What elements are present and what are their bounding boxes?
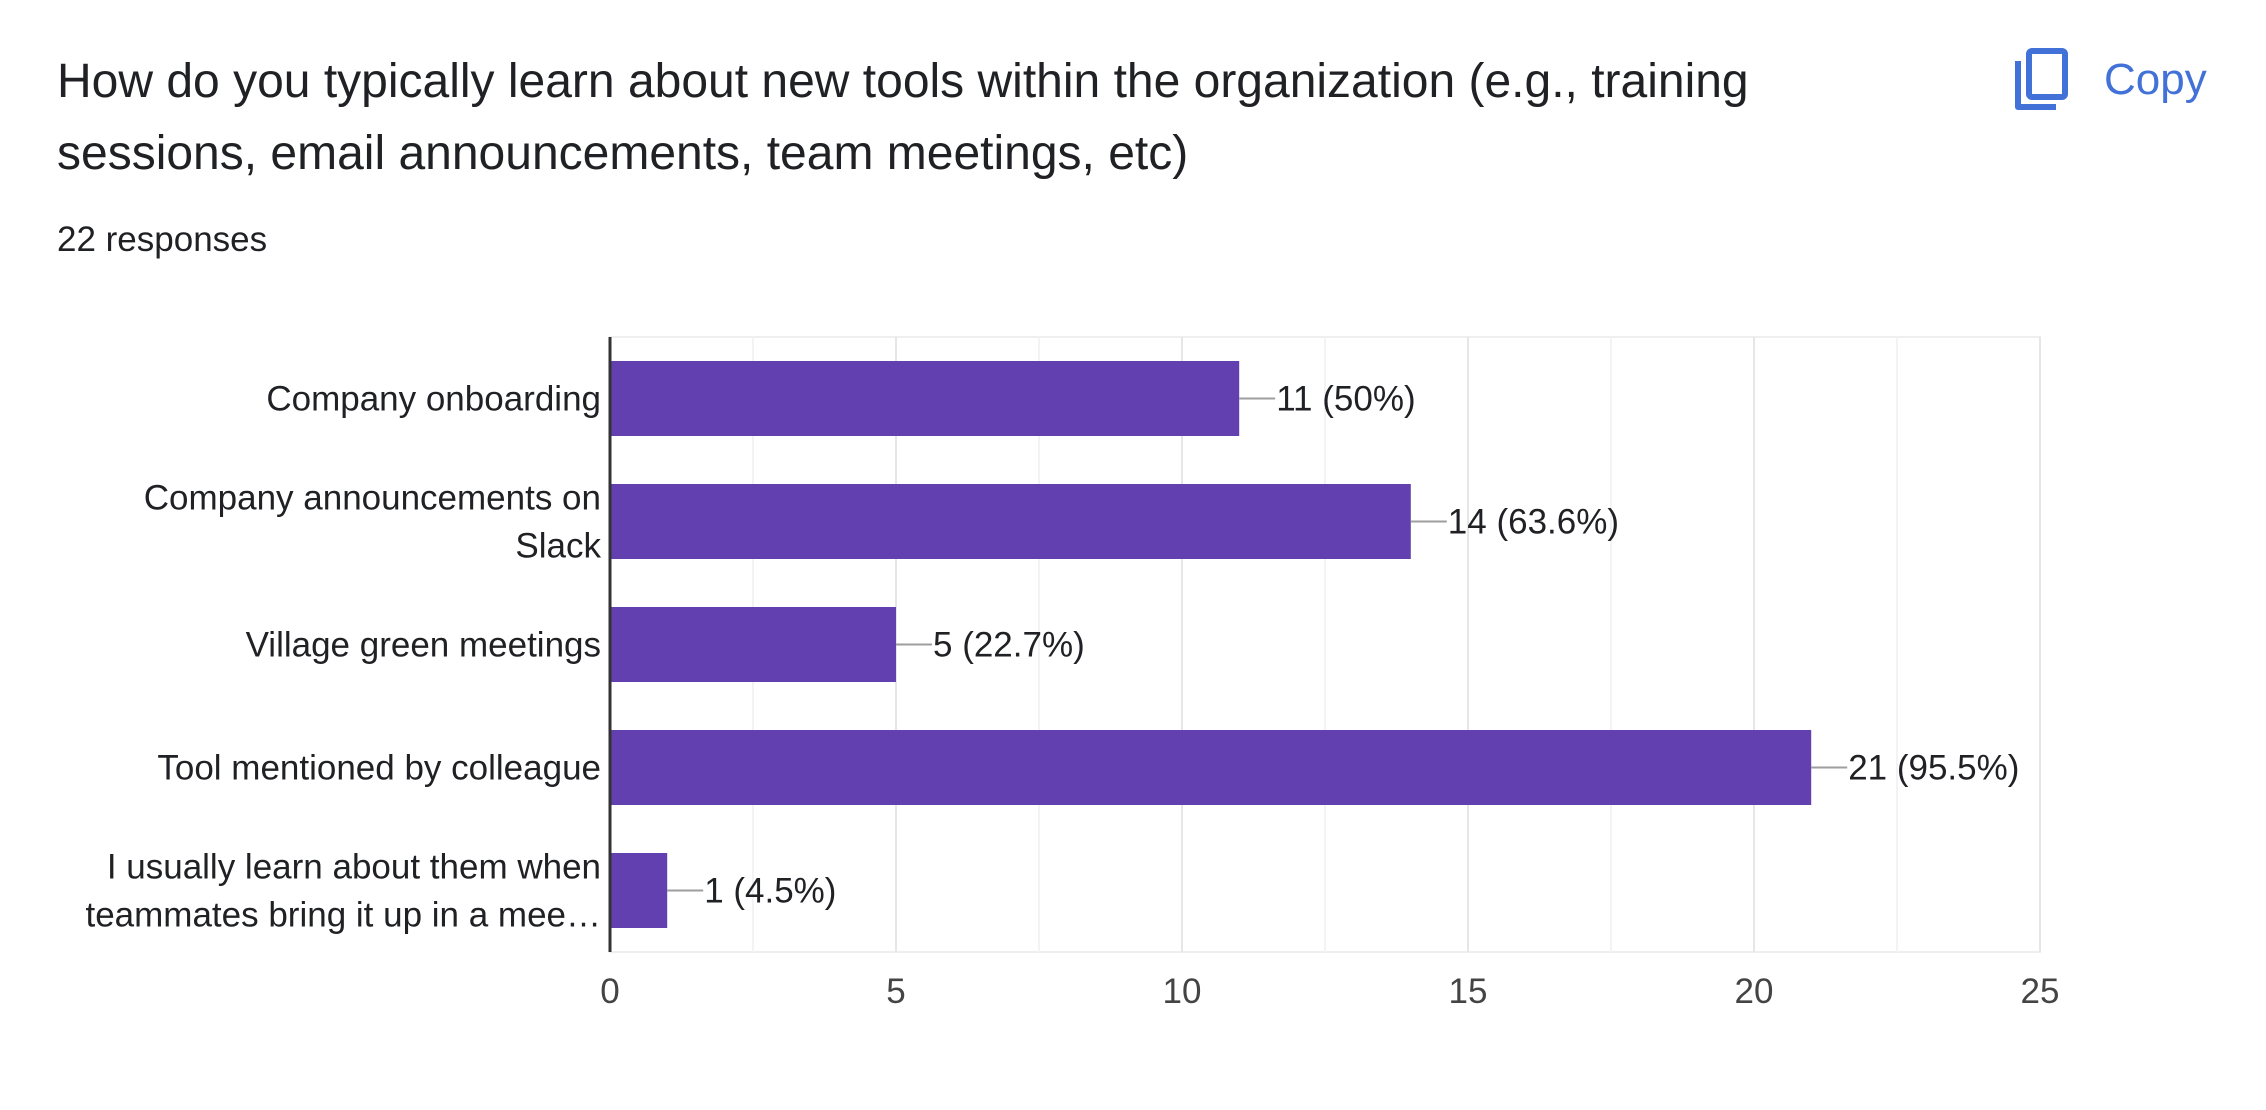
category-label: Company onboarding	[266, 380, 601, 419]
x-tick-label: 15	[1449, 972, 1488, 1011]
bar	[610, 607, 896, 682]
data-label: 21 (95.5%)	[1848, 749, 2019, 788]
x-tick-label: 0	[600, 972, 619, 1011]
category-label: I usually learn about them when	[107, 848, 601, 887]
copy-icon	[2012, 47, 2070, 113]
data-label: 14 (63.6%)	[1448, 503, 1619, 542]
copy-button[interactable]: Copy	[2012, 40, 2207, 120]
bar	[610, 730, 1812, 805]
response-count: 22 responses	[57, 220, 268, 259]
category-label: teammates bring it up in a mee…	[85, 896, 601, 935]
x-tick-label: 25	[2021, 972, 2060, 1011]
data-label: 5 (22.7%)	[933, 626, 1085, 665]
category-label: Company announcements on	[144, 479, 601, 518]
bar	[610, 484, 1411, 559]
x-tick-label: 20	[1735, 972, 1774, 1011]
question-title: How do you typically learn about new too…	[57, 55, 1749, 180]
category-label: Slack	[515, 527, 601, 566]
bar	[610, 853, 668, 928]
bar	[610, 361, 1240, 436]
x-tick-label: 5	[886, 972, 905, 1011]
x-tick-label: 10	[1163, 972, 1202, 1011]
copy-label: Copy	[2104, 55, 2207, 104]
data-label: 11 (50%)	[1276, 380, 1415, 419]
data-label: 1 (4.5%)	[704, 872, 836, 911]
category-label: Tool mentioned by colleague	[157, 749, 601, 788]
category-label: Village green meetings	[246, 626, 601, 665]
